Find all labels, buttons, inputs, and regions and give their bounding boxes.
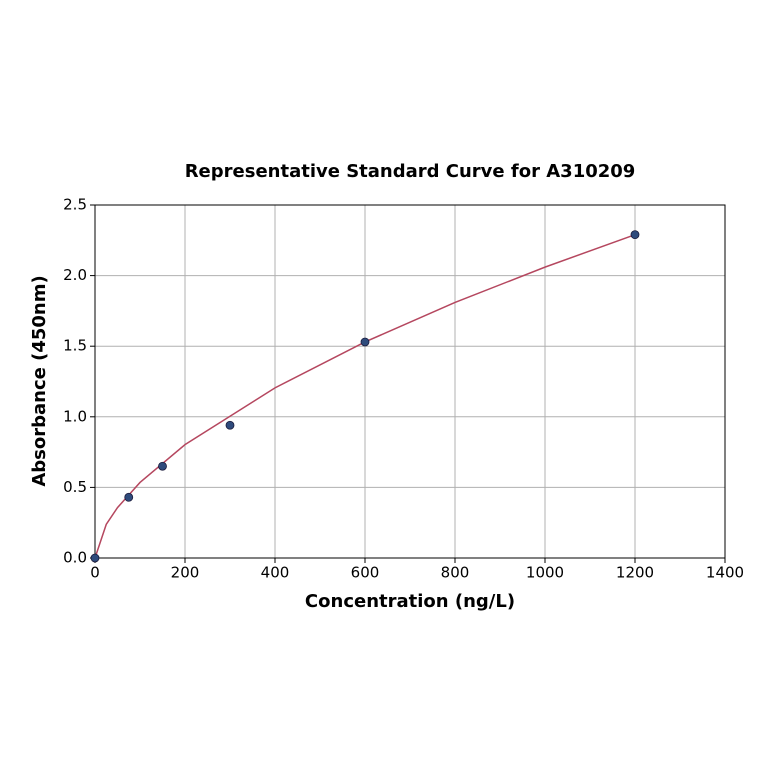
data-point — [90, 553, 100, 563]
y-tick-label: 1.0 — [63, 407, 87, 425]
x-tick-label: 400 — [261, 564, 290, 582]
x-tick-label: 0 — [90, 564, 100, 582]
y-tick-label: 0.5 — [63, 478, 87, 496]
x-tick-label: 800 — [441, 564, 470, 582]
data-point — [124, 492, 134, 502]
x-axis-label: Concentration (ng/L) — [305, 591, 515, 612]
chart-title: Representative Standard Curve for A31020… — [185, 161, 636, 182]
data-point — [158, 461, 167, 471]
y-tick-label: 0.0 — [63, 549, 87, 567]
fit-curve — [94, 233, 636, 559]
y-tick-label: 2.5 — [63, 196, 87, 214]
data-point — [630, 230, 640, 240]
x-tick-label: 200 — [171, 564, 200, 582]
x-tick-label: 1200 — [616, 564, 654, 582]
x-tick-label: 1000 — [526, 564, 564, 582]
x-tick-label: 1400 — [706, 564, 744, 582]
data-point — [225, 420, 235, 430]
y-tick-label: 1.5 — [63, 337, 87, 355]
y-axis-label: Absorbance (450nm) — [29, 275, 50, 486]
y-tick-label: 2.0 — [63, 266, 87, 284]
data-point — [360, 337, 370, 347]
x-tick-label: 600 — [351, 564, 380, 582]
plot-frame — [94, 204, 726, 559]
